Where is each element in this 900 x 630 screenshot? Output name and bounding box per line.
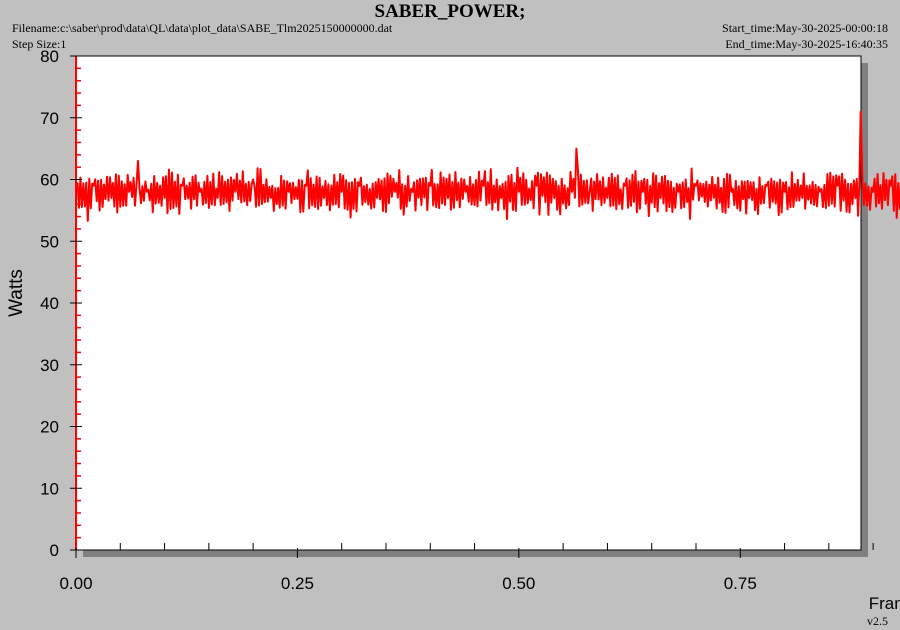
y-tick-label: 30 [40,356,59,375]
chart-title: SABER_POWER; [374,1,526,22]
y-axis-ticks: 0 10 20 30 40 50 60 70 80 [40,47,82,560]
version-label: v2.5 [867,614,888,628]
series-line-0 [75,110,900,222]
x-tick-label: 0.75 [724,574,757,593]
y-axis-label: Watts [6,269,27,317]
y-tick-label: 80 [40,47,59,66]
y-tick-label: 20 [40,418,59,437]
x-axis-label: Frames[e5] [869,594,900,613]
y-tick-label: 60 [40,171,59,190]
x-minor-ticks [119,543,874,550]
filename-label: Filename:c:\saber\prod\data\QL\data\plot… [12,21,393,35]
y-tick-label: 50 [40,232,59,251]
y-tick-label: 0 [50,541,59,560]
y-tick-label: 10 [40,479,59,498]
end-time-label: End_time:May-30-2025-16:40:35 [725,37,888,51]
x-axis-ticks: 0.000.250.500.751.001.251.501.75 [59,548,757,593]
x-tick-label: 0.00 [59,574,92,593]
x-tick-label: 0.25 [281,574,314,593]
series-layer [75,110,900,222]
y-tick-label: 40 [40,294,59,313]
plot-area [75,55,862,551]
start-time-label: Start_time:May-30-2025-00:00:18 [722,21,888,35]
y-tick-label: 70 [40,109,59,128]
x-tick-label: 0.50 [502,574,535,593]
step-size-label: Step Size:1 [12,37,67,51]
